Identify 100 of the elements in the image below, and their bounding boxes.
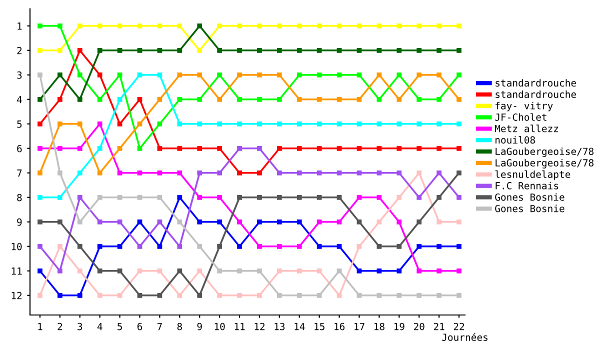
point xyxy=(217,170,222,176)
point xyxy=(336,219,342,224)
point xyxy=(157,72,162,78)
point xyxy=(436,96,442,102)
point xyxy=(117,219,122,224)
legend-label: standardrouche xyxy=(496,90,576,98)
point xyxy=(376,48,382,53)
point xyxy=(217,219,222,224)
point xyxy=(336,121,342,126)
point xyxy=(257,244,262,249)
point xyxy=(117,72,122,78)
point xyxy=(436,268,442,274)
point xyxy=(456,170,462,176)
y-tick-label: 9 xyxy=(17,218,22,226)
point xyxy=(296,244,302,249)
point xyxy=(456,96,462,102)
point xyxy=(217,194,222,200)
point xyxy=(316,72,322,78)
point xyxy=(38,146,42,151)
point xyxy=(257,268,262,274)
y-tick-label: 10 xyxy=(12,242,22,250)
point xyxy=(376,146,382,151)
point xyxy=(177,96,182,102)
point xyxy=(97,96,102,102)
x-tick-label: 6 xyxy=(137,322,142,330)
point xyxy=(38,219,42,224)
point xyxy=(217,292,222,298)
point xyxy=(416,219,422,224)
point xyxy=(416,146,422,151)
point xyxy=(177,72,182,78)
point xyxy=(177,268,182,274)
point xyxy=(58,23,62,28)
y-tick-label: 12 xyxy=(12,292,22,300)
x-tick-label: 20 xyxy=(414,322,424,330)
point xyxy=(217,72,222,78)
point xyxy=(376,292,382,298)
point xyxy=(38,23,42,28)
point xyxy=(336,23,342,28)
point xyxy=(376,170,382,176)
point xyxy=(276,121,282,126)
y-tick-label: 3 xyxy=(17,71,22,79)
legend-label: Gones Bosnie xyxy=(495,204,564,212)
point xyxy=(157,146,162,151)
point xyxy=(436,194,442,200)
point xyxy=(396,194,402,200)
point xyxy=(456,48,462,53)
point xyxy=(237,146,242,151)
point xyxy=(97,23,102,28)
y-tick-label: 1 xyxy=(18,22,22,30)
point xyxy=(396,244,402,249)
point xyxy=(296,194,302,200)
point xyxy=(376,121,382,126)
point xyxy=(97,194,102,200)
point xyxy=(177,244,182,249)
point xyxy=(117,244,122,249)
point xyxy=(177,48,182,53)
point xyxy=(58,244,62,249)
x-tick-label: 14 xyxy=(294,322,305,330)
point xyxy=(257,170,262,176)
point xyxy=(137,23,142,28)
point xyxy=(316,48,322,53)
point xyxy=(217,244,222,249)
point xyxy=(157,121,162,126)
point xyxy=(38,194,42,200)
point xyxy=(237,292,242,298)
point xyxy=(296,292,302,298)
point xyxy=(137,244,142,249)
x-axis-title: Journées xyxy=(442,333,488,341)
point xyxy=(77,244,82,249)
point xyxy=(356,96,362,102)
point xyxy=(396,96,402,102)
point xyxy=(177,23,182,28)
point xyxy=(38,48,42,53)
point xyxy=(316,146,322,151)
point xyxy=(376,96,382,102)
point xyxy=(257,96,262,102)
x-tick-label: 11 xyxy=(234,322,245,330)
point xyxy=(316,170,322,176)
point xyxy=(97,292,102,298)
x-tick-label: 21 xyxy=(434,322,444,330)
legend-label: JF-Cholet xyxy=(495,113,546,121)
legend-label: lesnuldelapte xyxy=(495,170,570,180)
point xyxy=(396,48,402,53)
point xyxy=(396,23,402,28)
point xyxy=(197,244,202,249)
x-tick-label: 1 xyxy=(38,322,42,330)
y-tick-label: 4 xyxy=(16,96,22,104)
point xyxy=(58,72,62,78)
point xyxy=(157,170,162,176)
point xyxy=(77,194,82,200)
point xyxy=(137,96,142,102)
point xyxy=(336,96,342,102)
point xyxy=(276,48,282,53)
point xyxy=(97,219,102,224)
point xyxy=(416,23,422,28)
point xyxy=(396,268,402,274)
point xyxy=(456,219,462,224)
point xyxy=(456,292,462,298)
point xyxy=(237,268,242,274)
point xyxy=(77,170,82,176)
